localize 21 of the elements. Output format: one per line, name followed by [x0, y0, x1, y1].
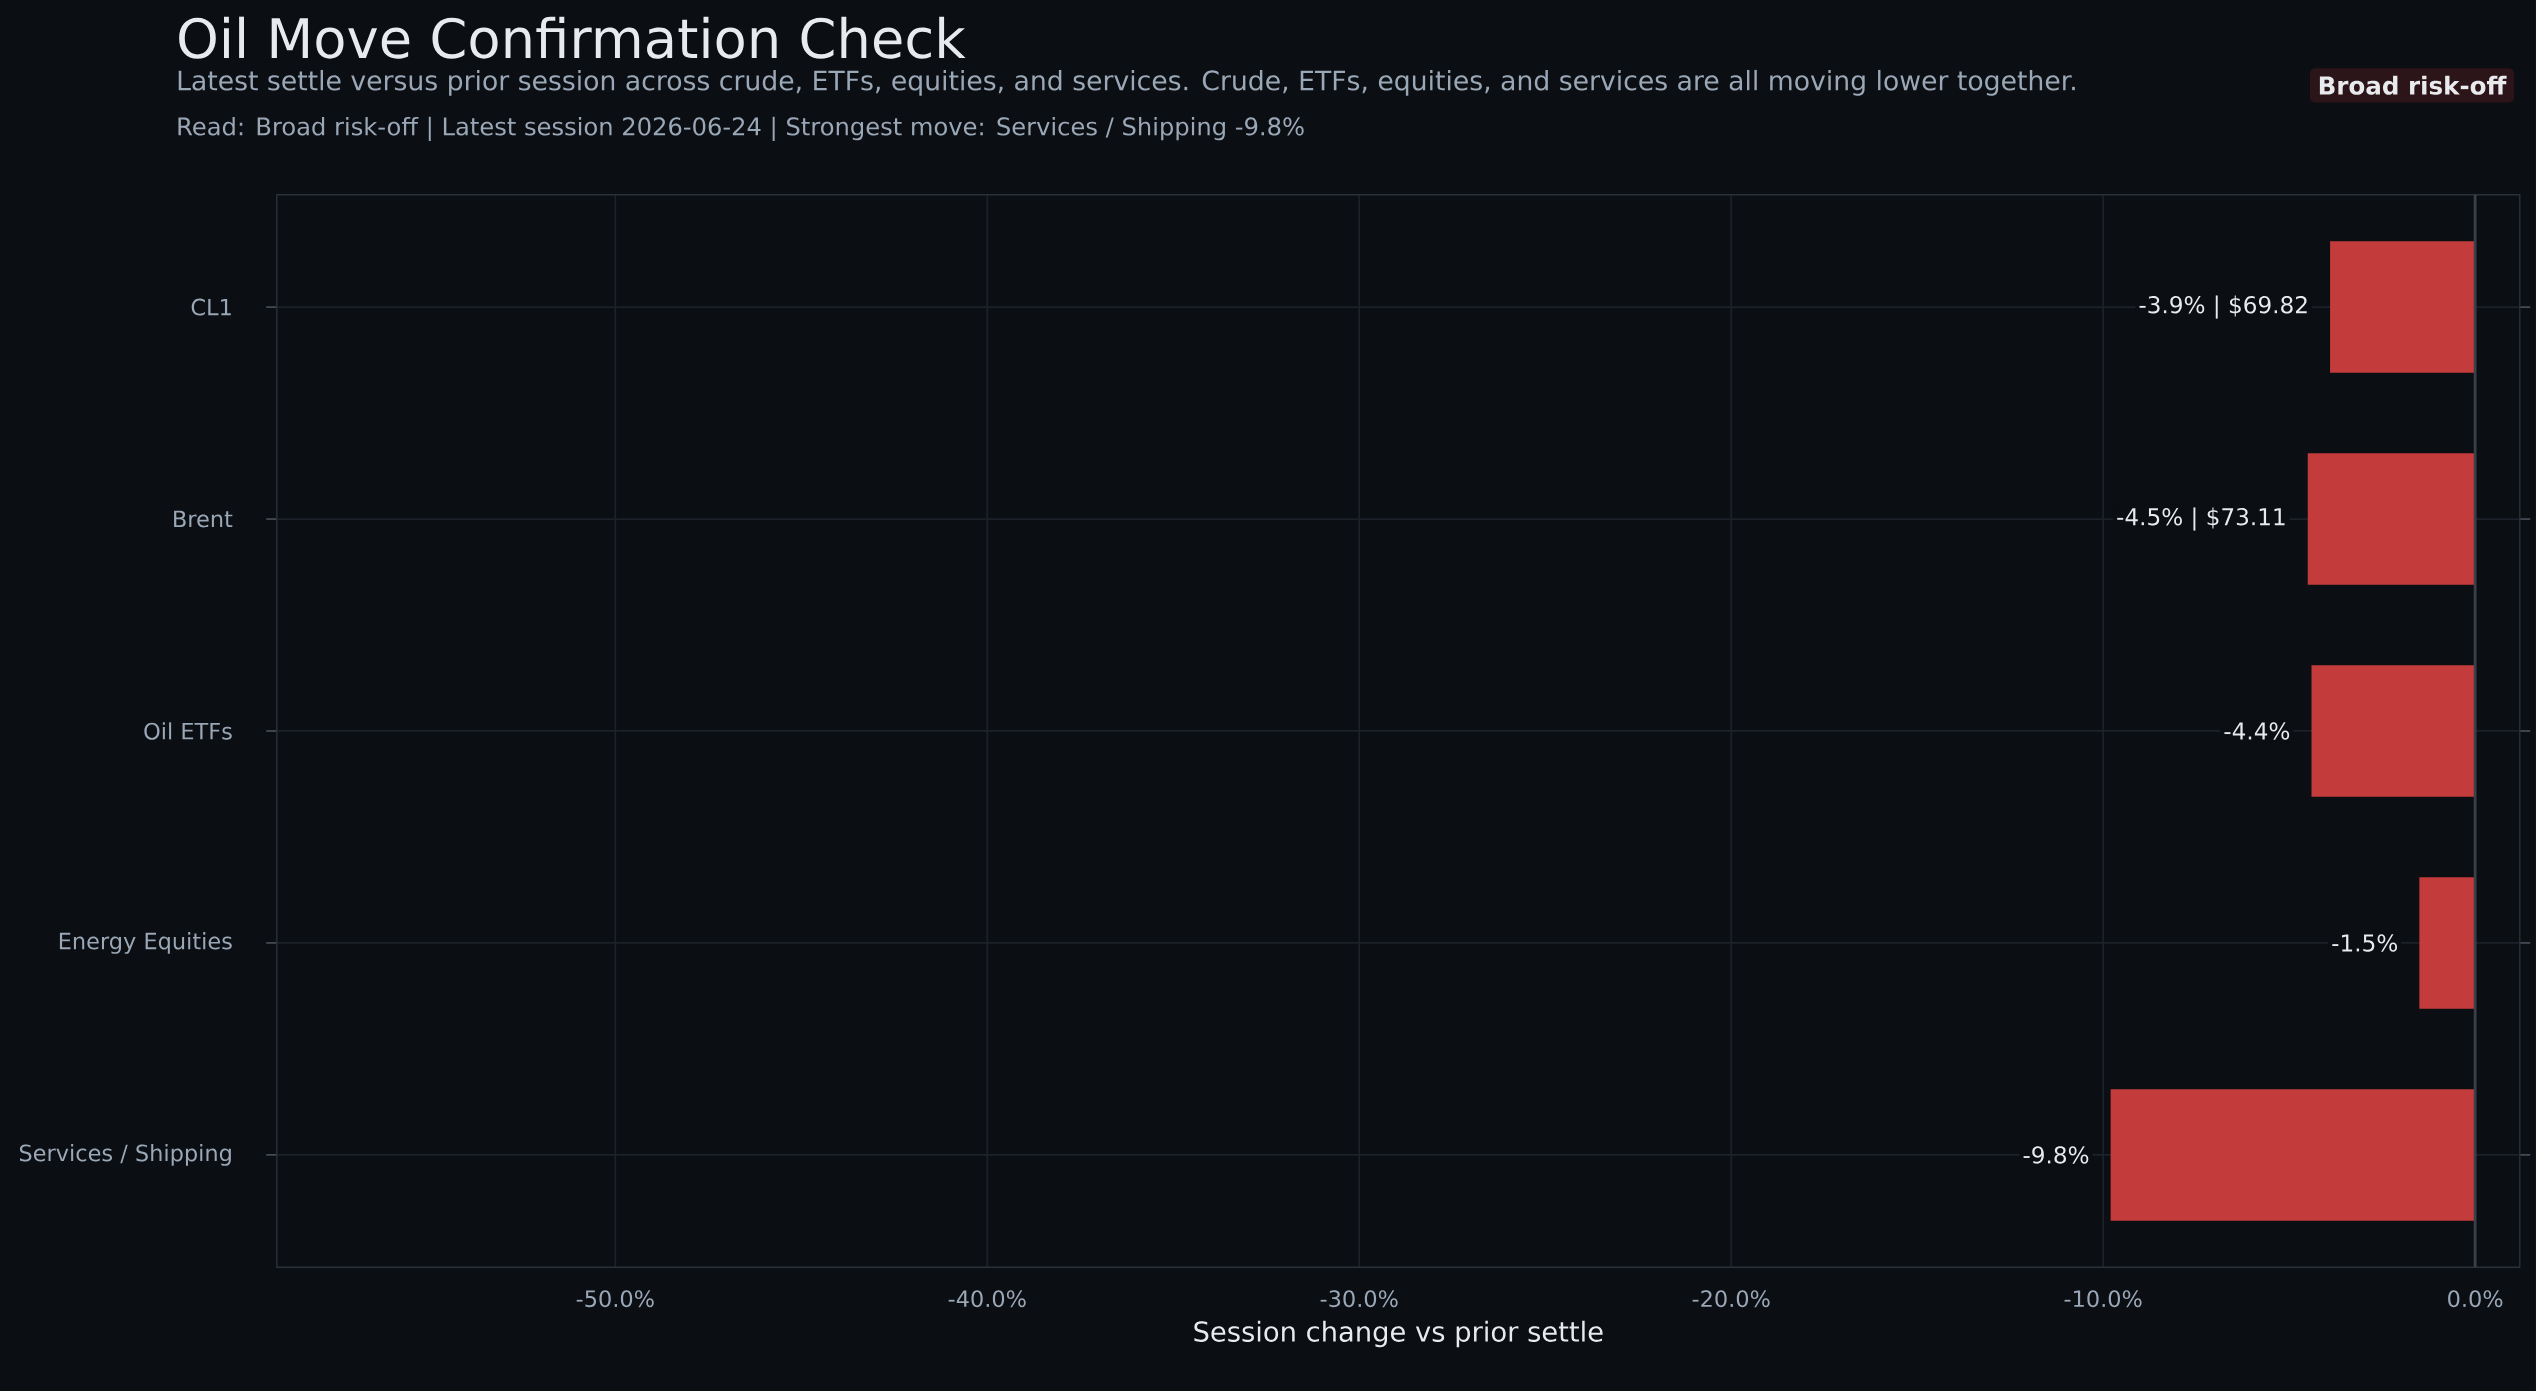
data-label: -3.9% | $69.82	[2139, 295, 2307, 319]
y-tick-label: Oil ETFs	[144, 722, 232, 740]
x-tick-label: -20.0%	[1692, 1290, 1770, 1308]
x-tick-label: -40.0%	[948, 1290, 1026, 1308]
text: Read: Broad risk-off | Latest session 2026-06-24 | Strongest move: Services / Shipping -9.8%	[178, 116, 1304, 141]
y-tick-label: CL1	[191, 298, 231, 316]
x-tick-label: -50.0%	[576, 1290, 654, 1308]
y-tick-label: Services / Shipping	[19, 1143, 231, 1166]
x-tick-label: -10.0%	[2064, 1290, 2142, 1308]
y-tick-label: Brent	[174, 510, 233, 528]
data-label: -1.5%	[2332, 934, 2398, 952]
x-tick-label: 0.0%	[2448, 1290, 2503, 1308]
text: Broad risk-off	[2319, 75, 2507, 95]
x-axis-title: Session change vs prior settle	[1194, 1320, 1603, 1348]
chart-title: Oil Move Confirmation Check	[179, 16, 966, 59]
data-label: -4.4%	[2224, 722, 2290, 740]
y-tick-label: Energy Equities	[59, 931, 232, 954]
chart-subtitle: Latest settle versus prior session across crude, ETFs, equities, and services. Crude, ETFs, equities, and services are all moving lower together.	[178, 69, 2075, 96]
data-label: -4.5% | $73.11	[2117, 507, 2285, 531]
data-label: -9.8%	[2023, 1146, 2089, 1164]
x-tick-label: -30.0%	[1320, 1290, 1398, 1308]
